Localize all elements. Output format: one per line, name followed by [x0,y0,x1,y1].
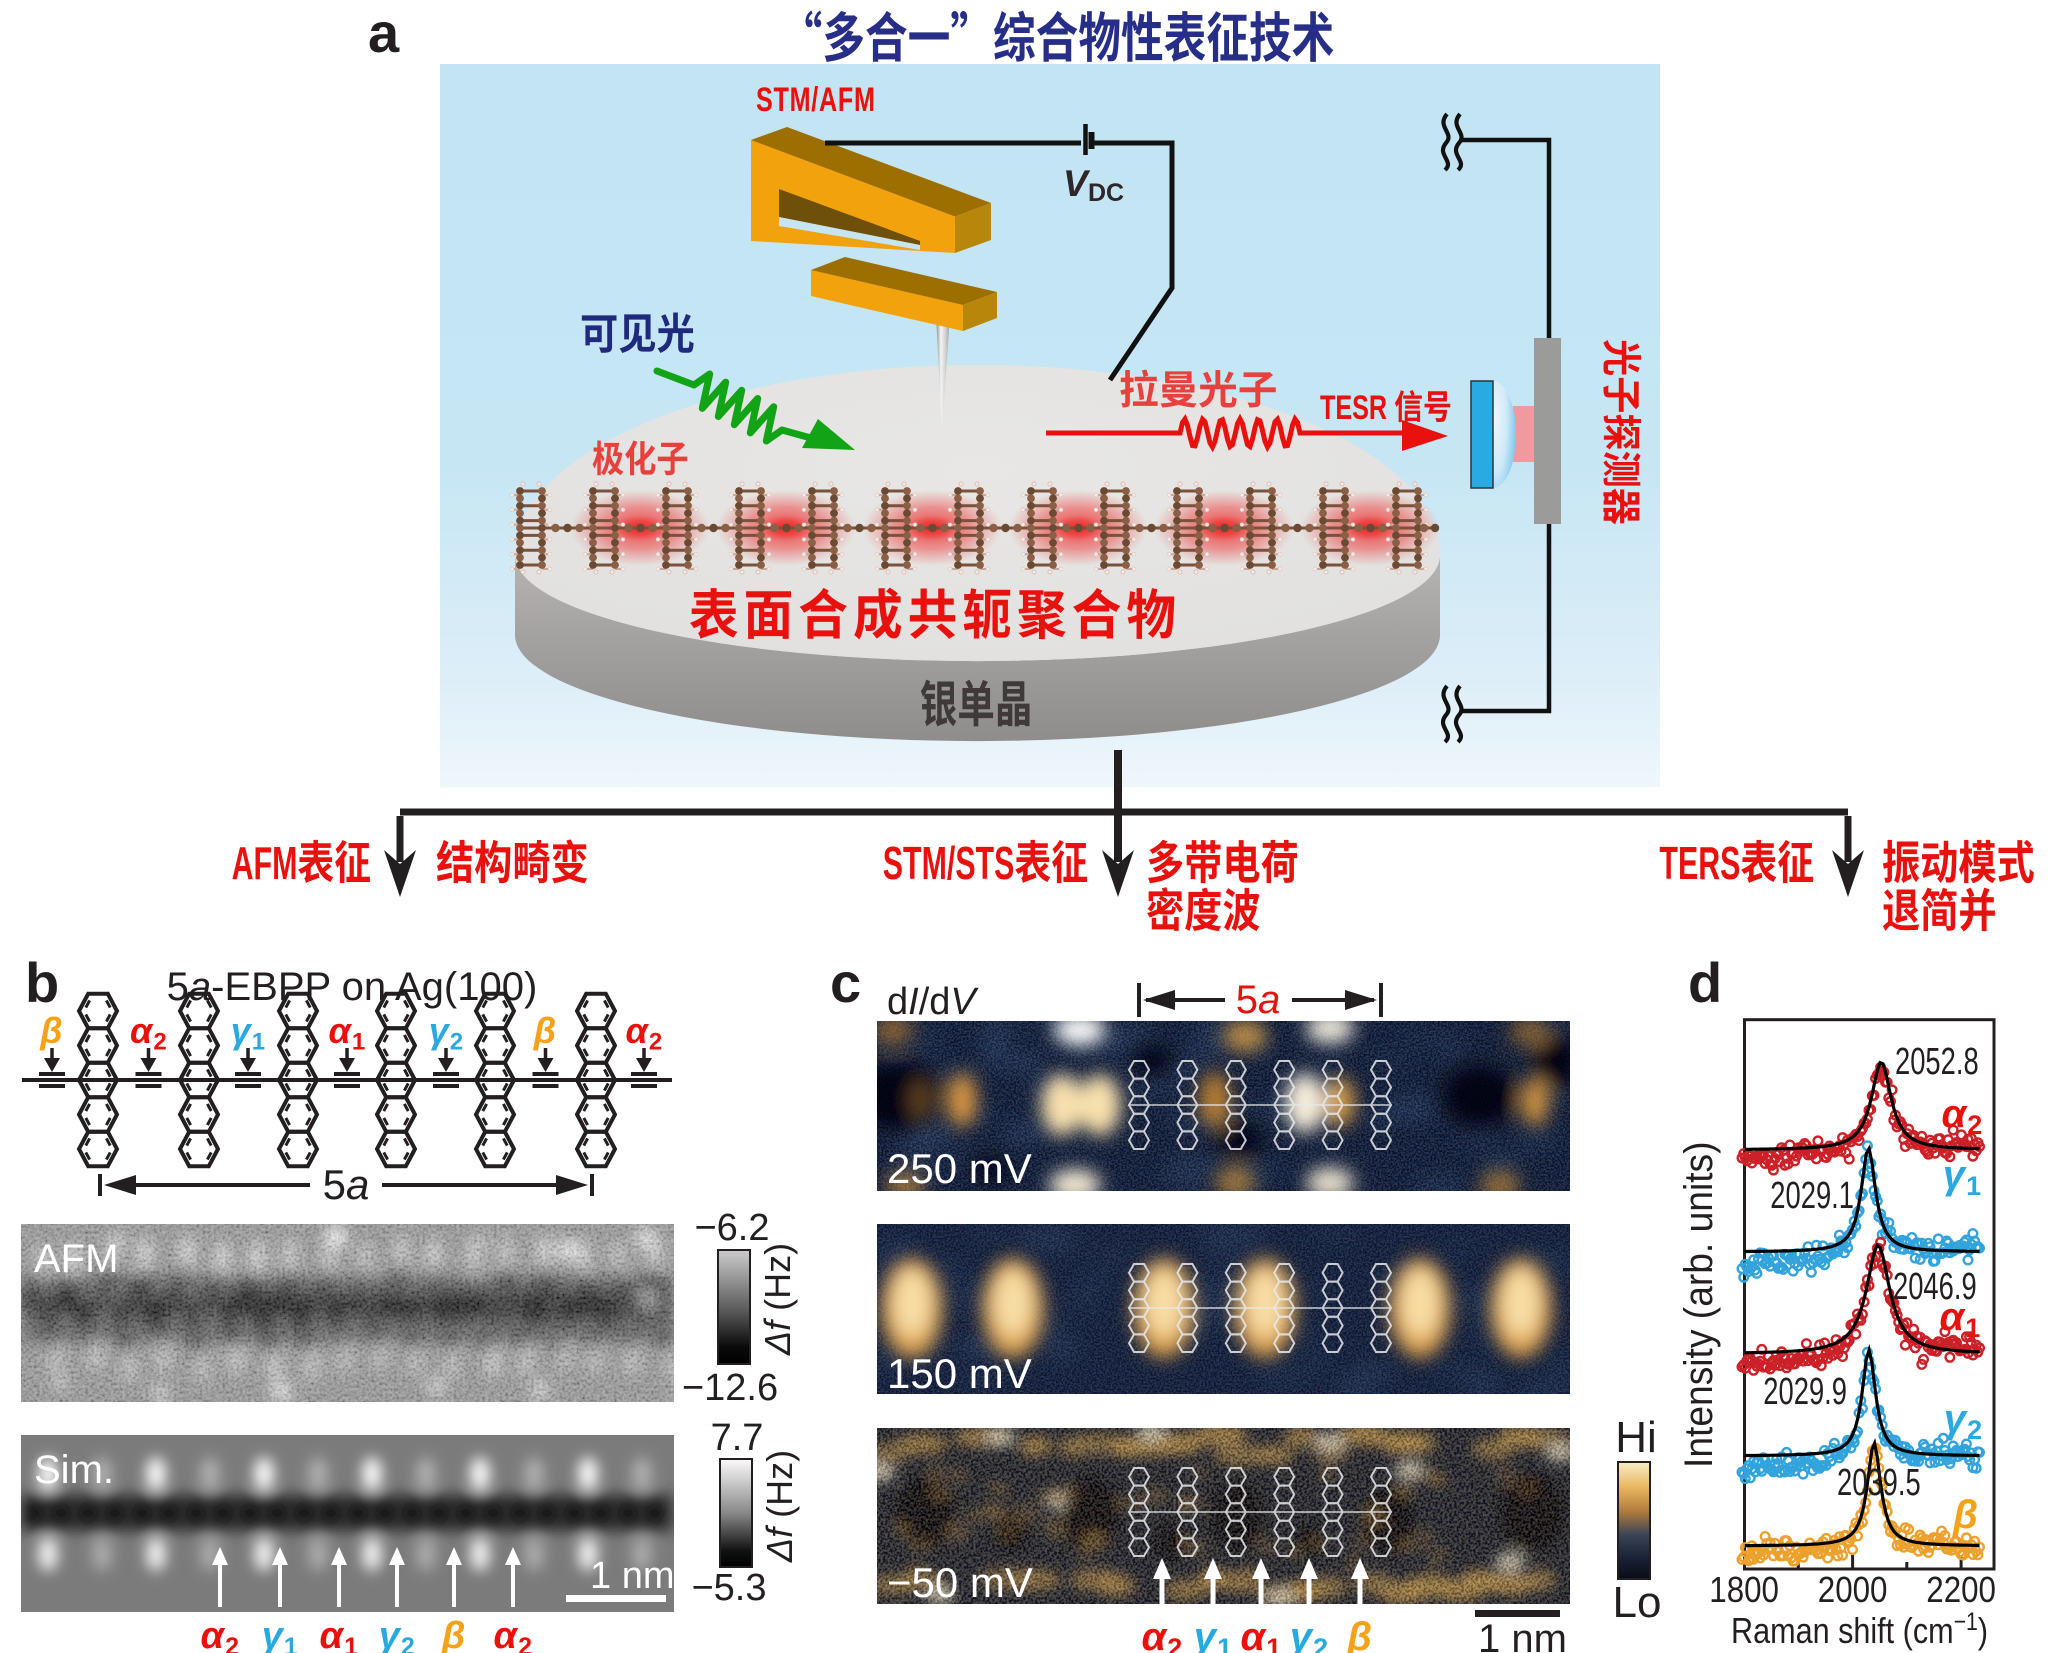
svg-text:β: β [1346,1615,1372,1653]
svg-text:2: 2 [1313,1633,1328,1653]
svg-text:1800: 1800 [1709,1570,1779,1611]
svg-text:a: a [368,1,400,64]
svg-text:α: α [1940,1295,1967,1339]
svg-text:2039.5: 2039.5 [1837,1462,1921,1504]
svg-text:γ: γ [262,1615,285,1653]
svg-text:1: 1 [1966,1171,1981,1201]
svg-text:2: 2 [1167,1633,1182,1653]
svg-text:Lo: Lo [1613,1578,1662,1627]
svg-text:β: β [533,1010,556,1051]
svg-text:Hi: Hi [1615,1413,1657,1462]
svg-text:1: 1 [1965,1313,1980,1343]
svg-text:c: c [830,951,861,1014]
svg-text:γ: γ [429,1010,451,1051]
svg-text:5a: 5a [1236,978,1281,1022]
svg-text:α: α [1142,1615,1169,1653]
svg-text:Raman shift (cm−1): Raman shift (cm−1) [1731,1607,1988,1651]
svg-text:2000: 2000 [1818,1570,1888,1611]
svg-text:DC: DC [1088,179,1124,207]
svg-text:γ: γ [1194,1615,1219,1653]
svg-text:2: 2 [401,1633,415,1653]
svg-text:250 mV: 250 mV [887,1145,1032,1192]
svg-text:Δf (Hz): Δf (Hz) [759,1450,800,1563]
svg-text:1: 1 [352,1029,365,1056]
svg-text:2: 2 [1967,1110,1982,1140]
svg-text:Sim.: Sim. [34,1448,114,1492]
svg-text:1: 1 [344,1633,358,1653]
svg-text:γ: γ [1944,1397,1969,1441]
svg-text:Δf (Hz): Δf (Hz) [757,1243,798,1356]
svg-text:−12.6: −12.6 [682,1367,778,1409]
svg-text:γ: γ [1943,1153,1968,1197]
svg-text:β: β [39,1010,62,1051]
svg-text:α: α [1241,1615,1268,1653]
svg-text:γ: γ [379,1615,402,1653]
svg-text:V: V [1063,163,1091,204]
svg-text:2029.1: 2029.1 [1770,1175,1854,1217]
svg-text:TESR: TESR [1320,389,1387,427]
svg-text:AFM: AFM [34,1237,118,1281]
svg-text:2029.9: 2029.9 [1763,1371,1847,1413]
svg-text:α: α [130,1010,154,1051]
svg-text:γ: γ [231,1010,253,1051]
svg-text:5a-EBPP on Ag(100): 5a-EBPP on Ag(100) [167,965,538,1009]
svg-text:2: 2 [1967,1415,1982,1445]
svg-text:1: 1 [284,1633,298,1653]
svg-text:dI/dV: dI/dV [887,981,979,1023]
svg-text:1 nm: 1 nm [1478,1617,1567,1653]
svg-text:1: 1 [1217,1633,1232,1653]
svg-text:STM/AFM: STM/AFM [756,81,876,119]
svg-text:b: b [25,951,59,1014]
svg-text:β: β [1952,1493,1978,1537]
svg-text:−6.2: −6.2 [694,1207,769,1249]
svg-text:AFM: AFM [232,839,298,890]
svg-text:2: 2 [225,1633,239,1653]
svg-text:−5.3: −5.3 [691,1567,766,1609]
svg-text:2046.9: 2046.9 [1893,1266,1977,1308]
svg-text:2: 2 [450,1029,463,1056]
svg-text:α: α [494,1615,519,1653]
svg-text:1: 1 [252,1029,265,1056]
svg-text:Intensity (arb. units): Intensity (arb. units) [1677,1141,1722,1468]
svg-text:2: 2 [649,1029,662,1056]
svg-text:γ: γ [1290,1615,1315,1653]
svg-text:2052.8: 2052.8 [1895,1041,1979,1083]
svg-text:7.7: 7.7 [711,1417,764,1459]
svg-text:−50 mV: −50 mV [887,1559,1033,1606]
svg-text:2: 2 [153,1029,166,1056]
svg-text:150 mV: 150 mV [887,1350,1032,1397]
svg-text:2200: 2200 [1926,1570,1996,1611]
svg-text:5a: 5a [323,1161,370,1208]
svg-text:α: α [1942,1092,1969,1136]
svg-text:TERS: TERS [1659,839,1740,890]
svg-text:α: α [201,1615,226,1653]
svg-text:β: β [441,1615,466,1653]
svg-text:α: α [320,1615,345,1653]
svg-text:STM/STS: STM/STS [883,839,1015,890]
svg-text:2: 2 [518,1633,532,1653]
svg-text:d: d [1688,951,1722,1014]
svg-text:1 nm: 1 nm [590,1555,674,1597]
svg-text:α: α [626,1010,650,1051]
svg-text:1: 1 [1266,1633,1281,1653]
svg-text:α: α [329,1010,353,1051]
